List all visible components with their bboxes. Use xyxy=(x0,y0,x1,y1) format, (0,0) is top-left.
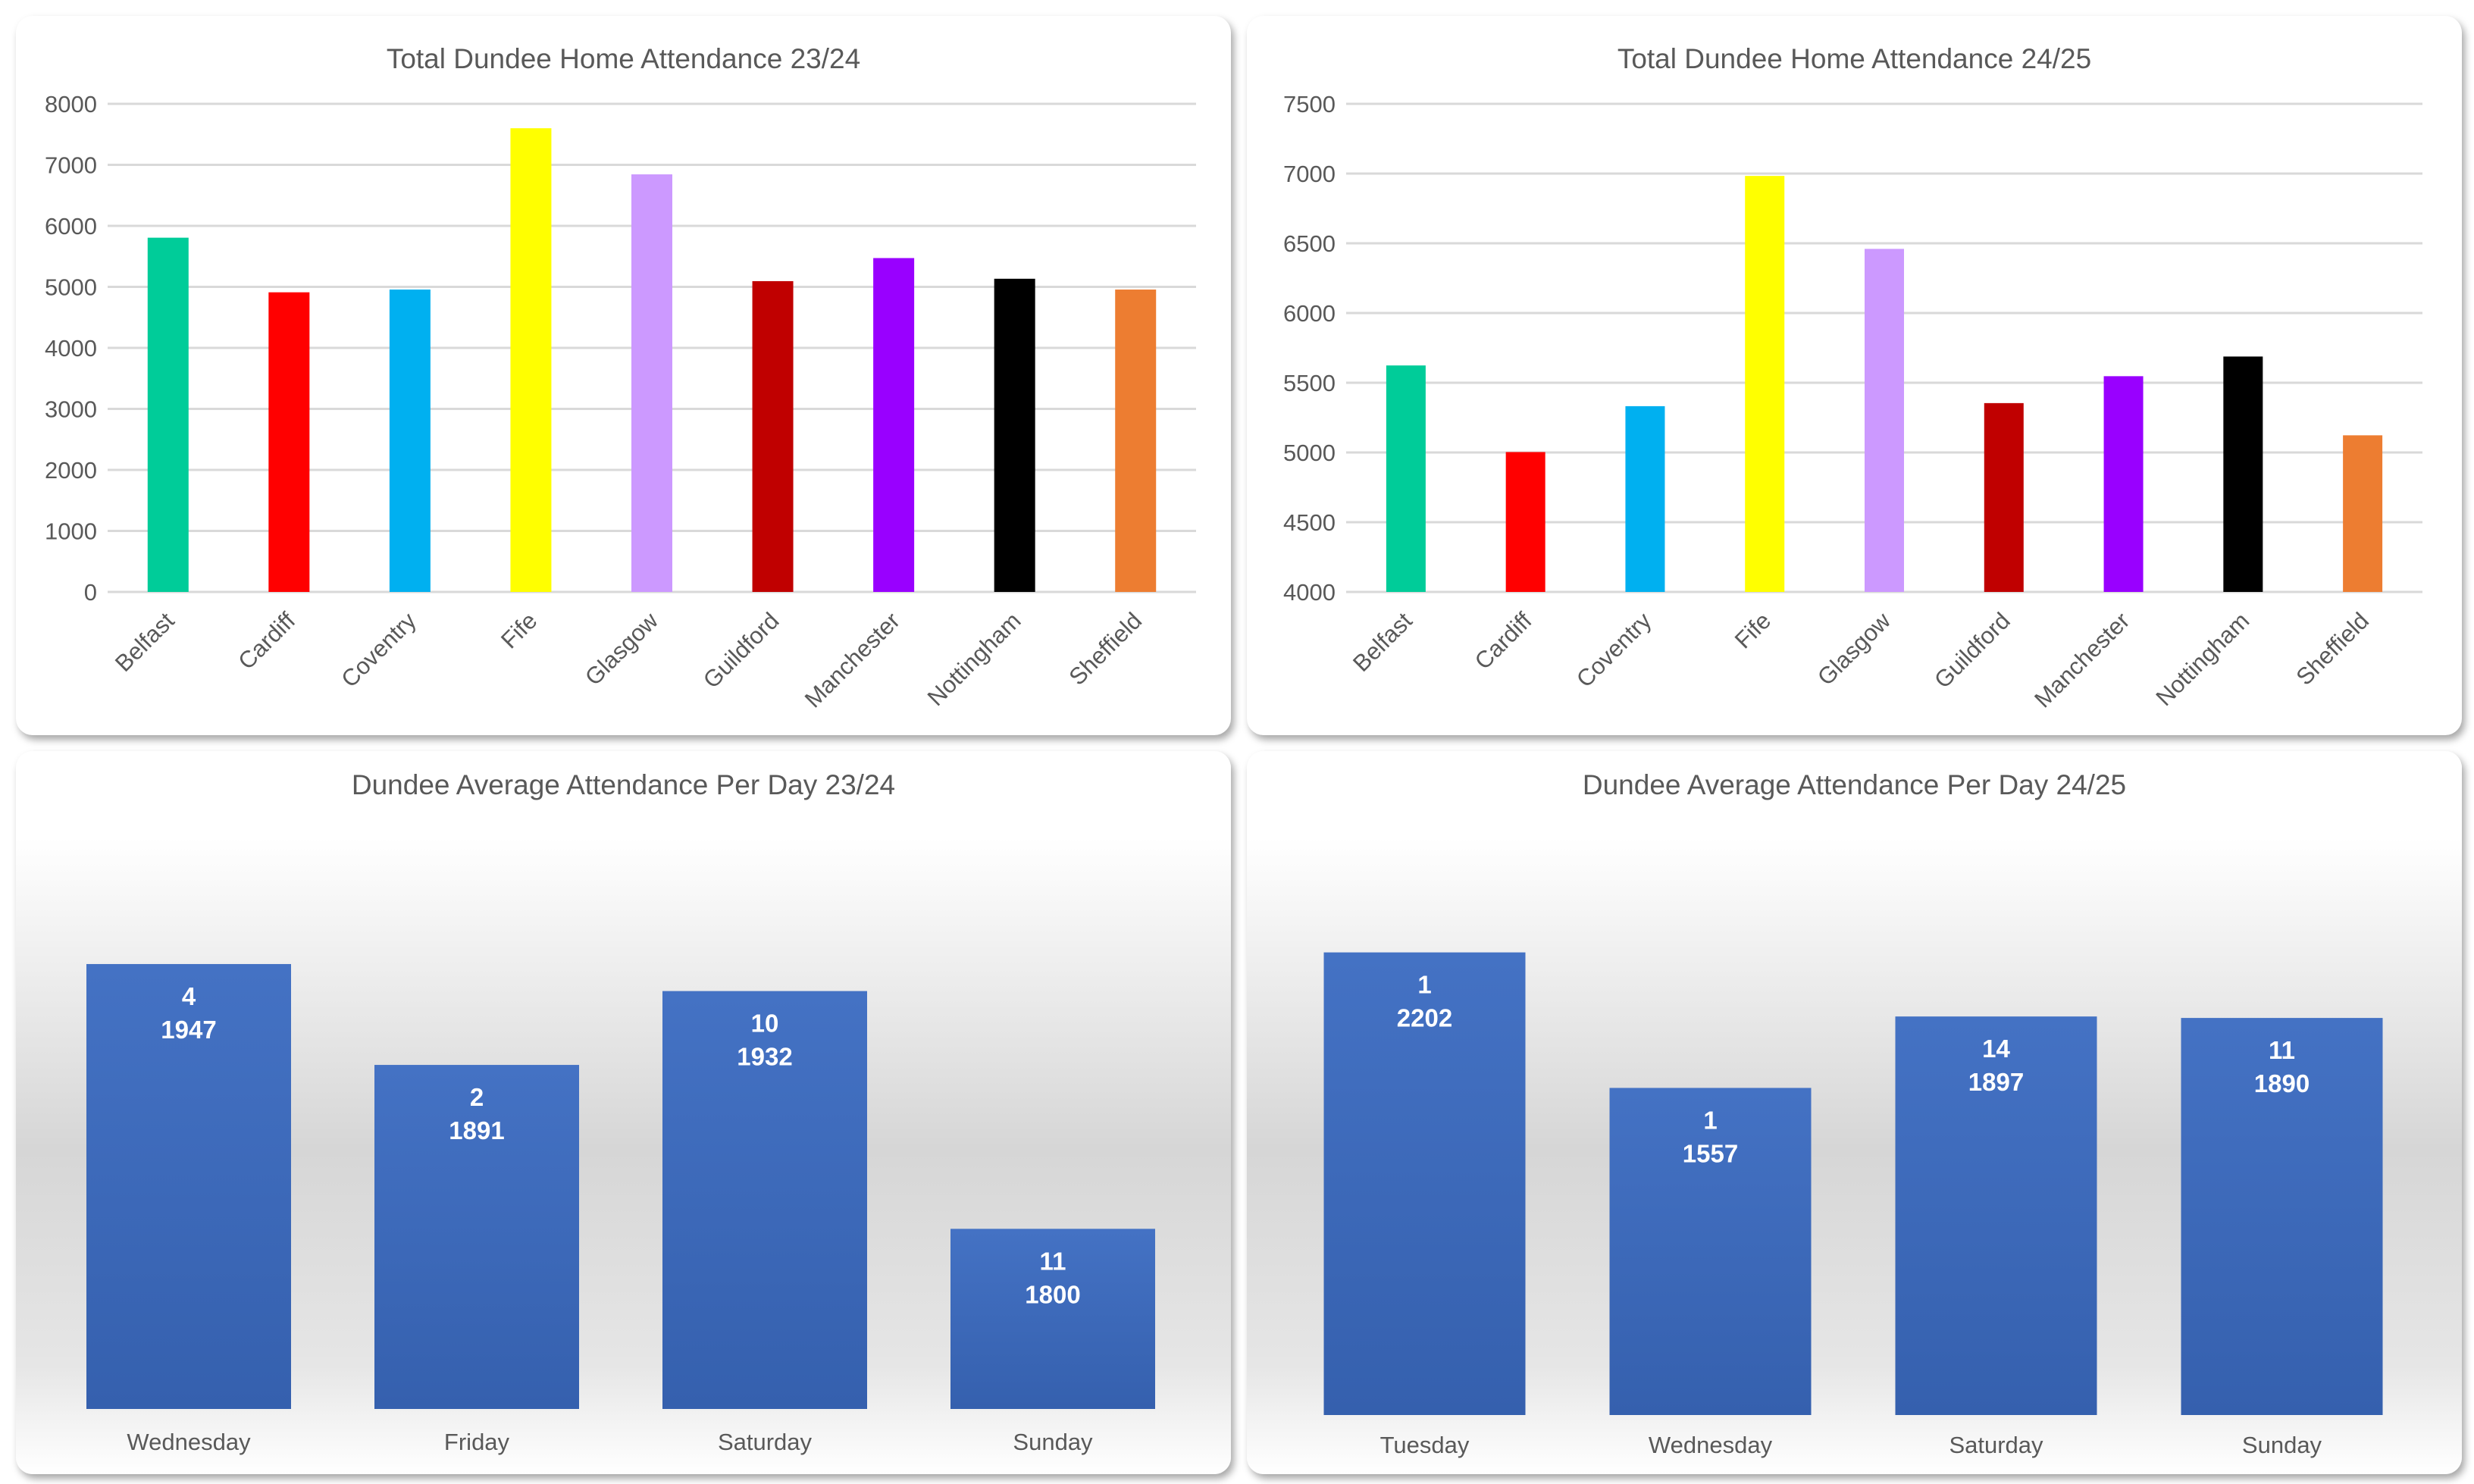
bar-value-label: 1890 xyxy=(2254,1069,2310,1097)
x-tick-label: Sunday xyxy=(2242,1432,2322,1458)
bar-count-label: 14 xyxy=(1982,1035,2010,1063)
bar-sheffield xyxy=(1115,290,1157,592)
x-tick-label: Friday xyxy=(444,1429,510,1455)
bar-nottingham xyxy=(994,278,1035,592)
y-tick-label: 6000 xyxy=(45,213,97,240)
bar-sunday xyxy=(950,1229,1155,1409)
x-tick-label: Belfast xyxy=(110,607,180,677)
x-tick-label: Fife xyxy=(496,607,542,653)
bar-friday xyxy=(374,1065,579,1409)
y-tick-label: 5000 xyxy=(45,274,97,301)
bar-count-label: 1 xyxy=(1417,971,1431,999)
y-tick-label: 4000 xyxy=(45,335,97,362)
y-tick-label: 5000 xyxy=(1283,440,1336,466)
x-tick-label: Manchester xyxy=(800,607,905,712)
y-tick-label: 7000 xyxy=(45,152,97,179)
y-tick-label: 8000 xyxy=(45,91,97,117)
x-tick-label: Fife xyxy=(1730,607,1776,653)
bar-tuesday xyxy=(1323,952,1526,1415)
x-tick-label: Coventry xyxy=(1571,607,1657,693)
x-tick-label: Belfast xyxy=(1348,607,1417,677)
bar-sunday xyxy=(2181,1018,2383,1415)
y-tick-label: 7000 xyxy=(1283,161,1336,187)
bar-chart-day-2425: 1 2202 Tuesday 1 1557 Wednesday 14 1897 Saturday… xyxy=(1323,952,2383,1458)
bar-coventry xyxy=(389,290,431,592)
x-tick-label: Sheffield xyxy=(2291,607,2374,690)
bar-chart-total-2425: 4000 4500 5000 5500 6000 6500 7000 7500 Belfast C… xyxy=(1283,91,2422,712)
x-tick-label: Saturday xyxy=(718,1429,813,1455)
bar-guildford xyxy=(1984,402,2024,592)
bar-value-label: 1947 xyxy=(161,1016,216,1044)
bar-glasgow xyxy=(1865,249,1904,592)
y-tick-label: 7500 xyxy=(1283,91,1336,117)
x-tick-label: Manchester xyxy=(2029,607,2134,712)
bar-belfast xyxy=(1386,365,1426,592)
y-tick-label: 2000 xyxy=(45,457,97,484)
bar-chart-total-2324: 0 1000 2000 3000 4000 5000 6000 7000 8000 Belfast… xyxy=(45,91,1196,712)
bar-nottingham xyxy=(2223,356,2263,592)
chart-panel-day-2324: Dundee Average Attendance Per Day 23/24 … xyxy=(16,751,1231,1474)
bar-wednesday xyxy=(1609,1088,1812,1415)
x-tick-label: Glasgow xyxy=(1812,607,1896,690)
bar-count-label: 2 xyxy=(470,1083,484,1111)
chart-title: Total Dundee Home Attendance 23/24 xyxy=(386,43,861,74)
x-tick-label: Tuesday xyxy=(1380,1432,1470,1458)
bar-count-label: 4 xyxy=(182,982,196,1010)
chart-title: Dundee Average Attendance Per Day 23/24 xyxy=(351,769,896,800)
bar-value-label: 1891 xyxy=(449,1116,504,1144)
bar-saturday xyxy=(662,991,867,1409)
y-tick-label: 3000 xyxy=(45,396,97,423)
x-tick-label: Cardiff xyxy=(1470,607,1537,675)
x-tick-label: Nottingham xyxy=(922,607,1026,711)
bar-sheffield xyxy=(2343,435,2383,592)
y-tick-label: 4500 xyxy=(1283,509,1336,536)
bar-value-label: 1897 xyxy=(1968,1068,2024,1096)
bar-manchester xyxy=(873,258,915,592)
bar-saturday xyxy=(1895,1016,2097,1415)
y-tick-label: 4000 xyxy=(1283,579,1336,606)
y-tick-label: 6000 xyxy=(1283,300,1336,327)
x-tick-label: Coventry xyxy=(336,607,421,693)
bar-wednesday xyxy=(86,963,291,1409)
bar-manchester xyxy=(2103,376,2144,592)
x-tick-label: Glasgow xyxy=(580,607,663,690)
chart-title: Dundee Average Attendance Per Day 24/25 xyxy=(1582,769,2127,800)
bar-cardiff xyxy=(1505,452,1545,592)
x-tick-label: Saturday xyxy=(1949,1432,2043,1458)
chart-panel-total-2324: Total Dundee Home Attendance 23/24 0 1000… xyxy=(16,16,1231,735)
x-tick-label: Sheffield xyxy=(1064,607,1148,690)
chart-panel-total-2425: Total Dundee Home Attendance 24/25 4000 4… xyxy=(1247,16,2462,735)
bar-fife xyxy=(510,128,552,592)
x-tick-label: Sunday xyxy=(1013,1429,1093,1455)
bar-value-label: 1932 xyxy=(737,1043,792,1071)
bar-glasgow xyxy=(631,174,672,593)
x-tick-label: Wednesday xyxy=(127,1429,251,1455)
x-tick-label: Nottingham xyxy=(2150,607,2254,711)
x-tick-label: Wednesday xyxy=(1649,1432,1773,1458)
x-tick-label: Cardiff xyxy=(233,607,300,675)
bar-value-label: 1557 xyxy=(1683,1139,1738,1167)
y-tick-label: 1000 xyxy=(45,518,97,545)
bar-count-label: 10 xyxy=(751,1010,779,1038)
x-tick-label: Guildford xyxy=(1929,607,2015,693)
chart-title: Total Dundee Home Attendance 24/25 xyxy=(1617,43,2092,74)
bar-guildford xyxy=(752,280,794,592)
bar-value-label: 2202 xyxy=(1397,1004,1452,1032)
bar-chart-day-2324: 4 1947 Wednesday 2 1891 Friday 10 1932 Saturday 1… xyxy=(86,963,1155,1455)
chart-panel-day-2425: Dundee Average Attendance Per Day 24/25 … xyxy=(1247,751,2462,1474)
y-tick-label: 5500 xyxy=(1283,370,1336,396)
y-tick-label: 6500 xyxy=(1283,230,1336,257)
bar-coventry xyxy=(1625,405,1665,592)
bar-cardiff xyxy=(268,292,310,592)
bar-fife xyxy=(1745,176,1785,593)
x-tick-label: Guildford xyxy=(698,607,784,693)
bar-count-label: 11 xyxy=(1040,1247,1066,1275)
bar-value-label: 1800 xyxy=(1025,1280,1080,1308)
bar-count-label: 1 xyxy=(1703,1106,1717,1134)
bar-belfast xyxy=(147,237,189,592)
y-tick-label: 0 xyxy=(84,579,97,606)
bar-count-label: 11 xyxy=(2269,1036,2295,1064)
